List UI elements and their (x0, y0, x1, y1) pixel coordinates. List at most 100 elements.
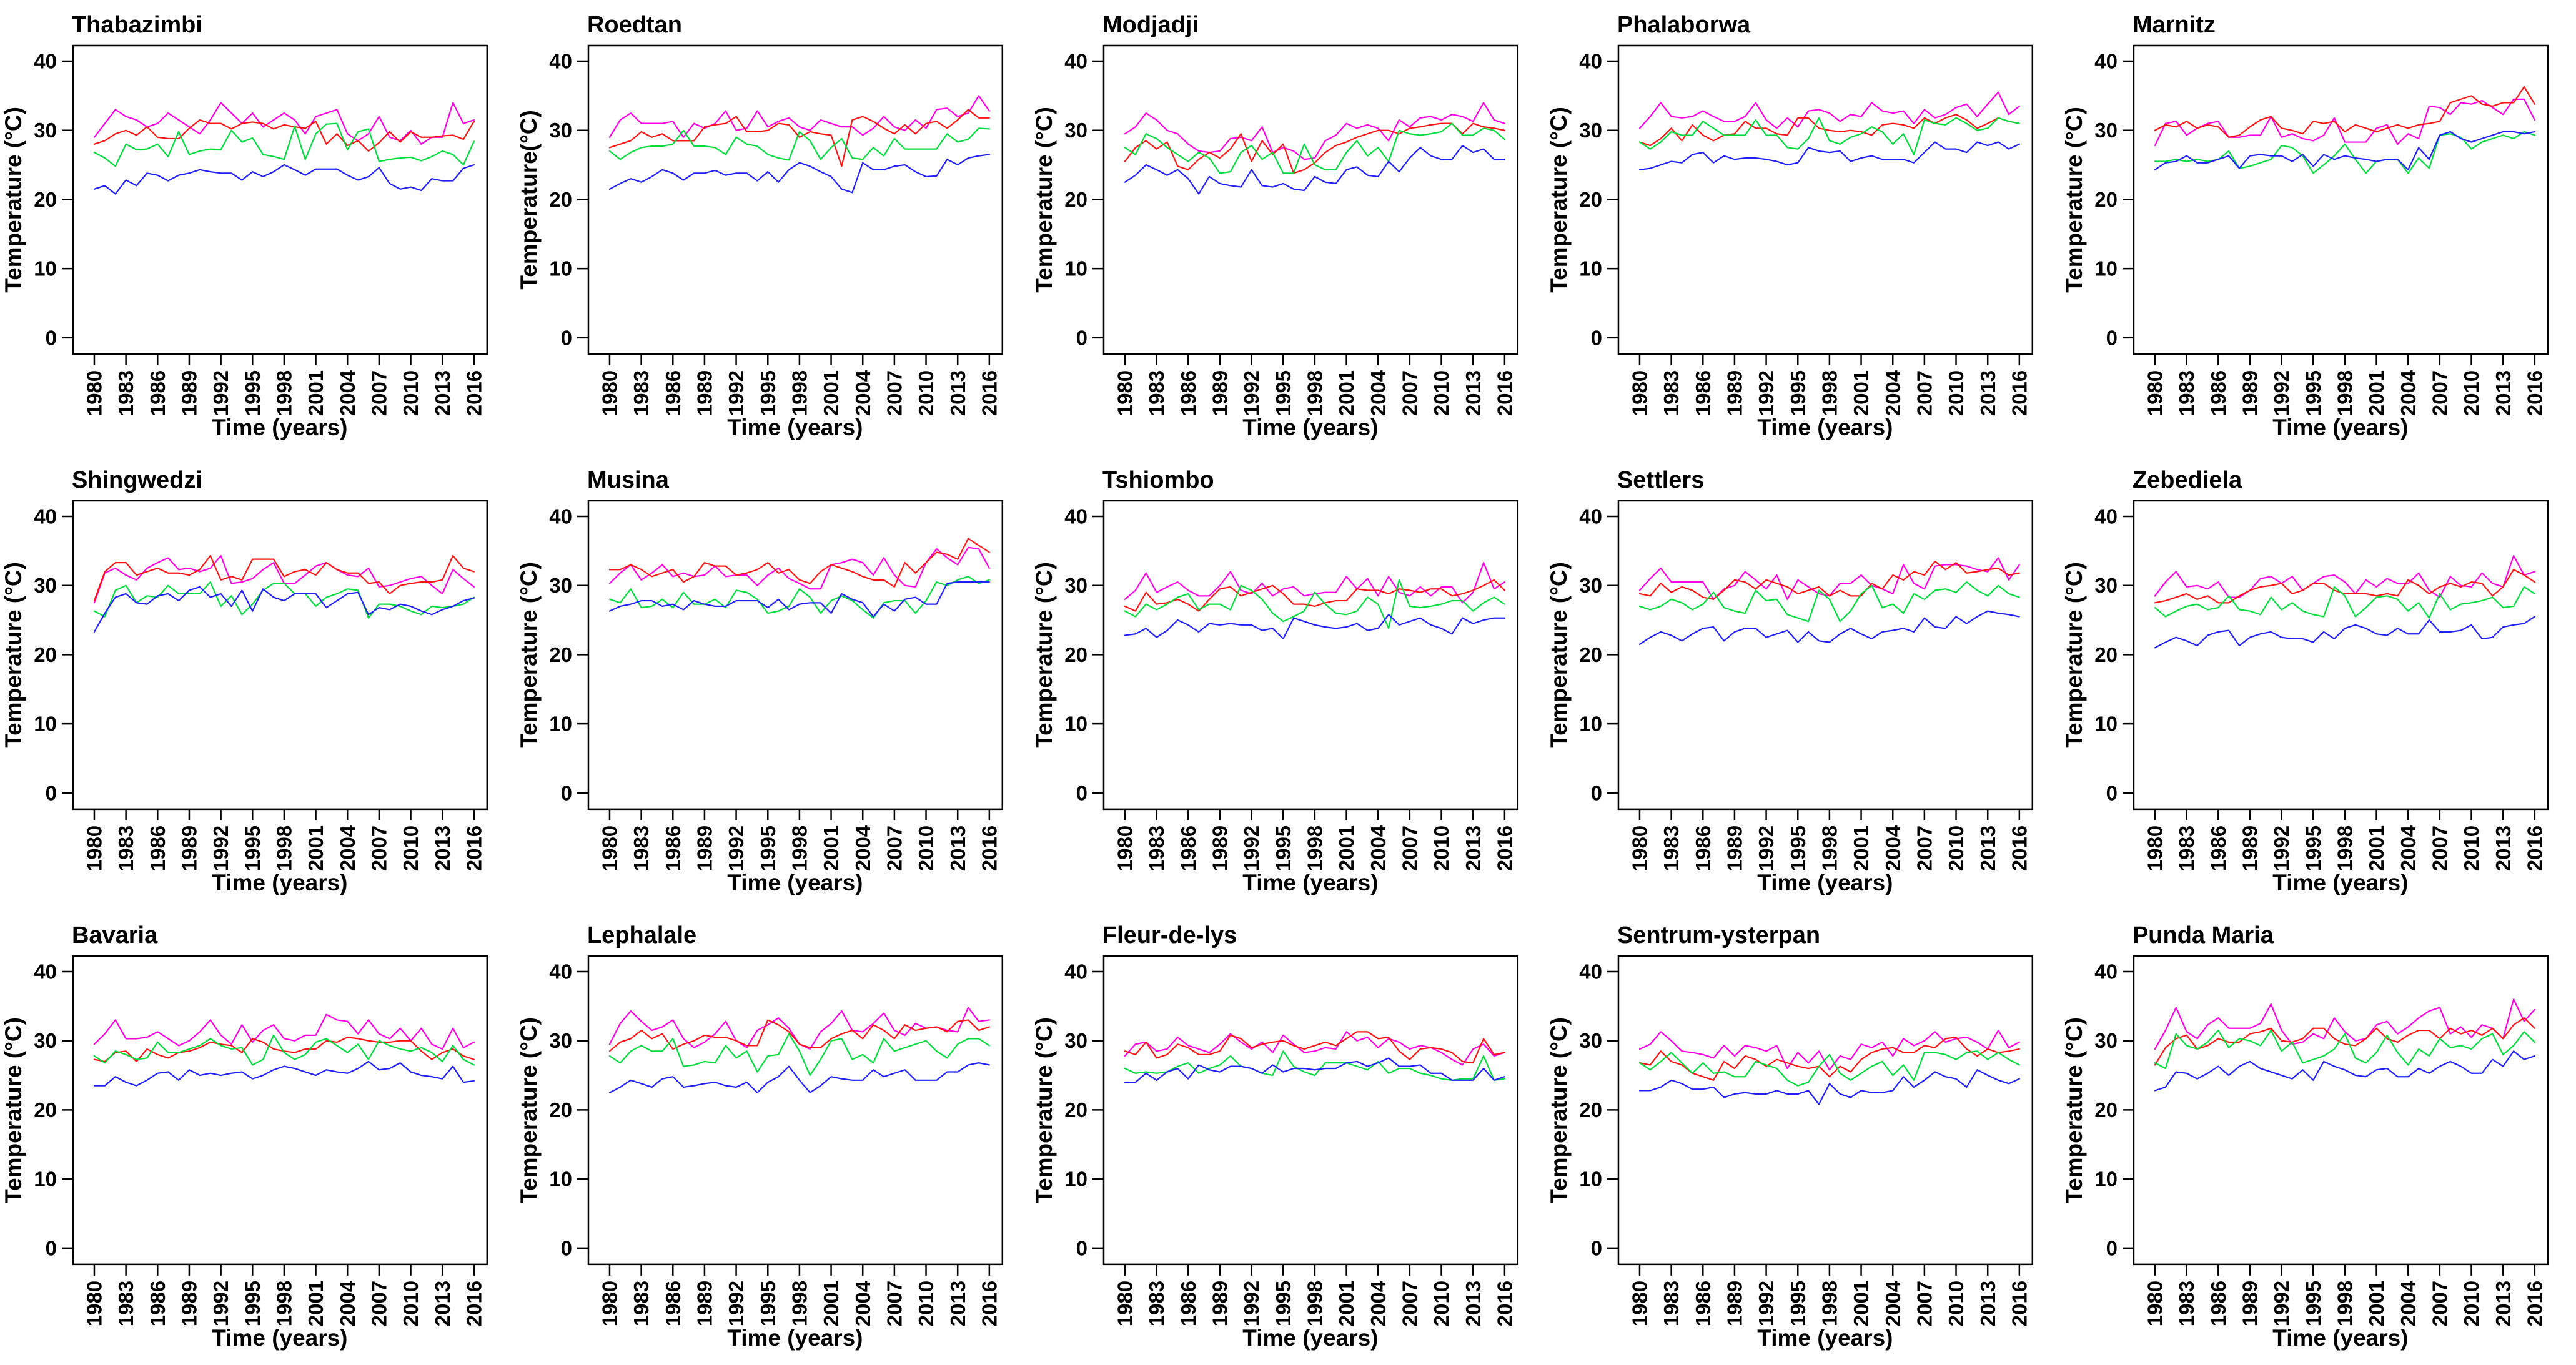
chart-title: Roedtan (587, 12, 682, 38)
x-tick-label: 1992 (1755, 1280, 1778, 1326)
chart-panel-thabazimbi: Thabazimbi Temperature (°C) Time (years)… (0, 0, 515, 455)
x-tick-label: 2001 (820, 1280, 843, 1326)
x-tick-label: 2004 (336, 370, 359, 416)
chart-canvas: Shingwedzi Temperature (°C) Time (years)… (1, 467, 488, 895)
x-tick-label: 1998 (2334, 370, 2357, 416)
x-tick-label: 2010 (914, 825, 938, 871)
x-tick-label: 2010 (1430, 1280, 1453, 1326)
x-tick-label: 1998 (788, 1280, 811, 1326)
x-tick-label: 2001 (1850, 825, 1873, 871)
x-tick-label: 1992 (1240, 825, 1263, 871)
series-line-magenta (1124, 561, 1505, 604)
x-tick-label: 2004 (336, 1280, 359, 1326)
x-tick-label: 1989 (1208, 370, 1231, 416)
plot-area: 0 10 20 30 40 1980 1983 1986 1989 1992 1995 1998 200… (1064, 44, 1518, 416)
y-tick-label: 0 (2106, 781, 2118, 804)
series-line-green (1639, 1050, 2021, 1087)
x-tick-label: 1980 (83, 370, 106, 416)
x-tick-label: 2013 (431, 825, 454, 871)
y-tick-label: 30 (34, 574, 57, 597)
x-tick-label: 1980 (1628, 1280, 1652, 1326)
y-axis-label: Temperature (°C) (1031, 562, 1057, 748)
x-tick-label: 1986 (661, 1280, 685, 1326)
chart-canvas: Roedtan Temperature(°C) Time (years) 0 10… (516, 12, 1003, 440)
series-line-magenta (2154, 98, 2536, 147)
x-axis-label: Time (years) (1242, 1324, 1378, 1350)
chart-canvas: Thabazimbi Temperature (°C) Time (years)… (1, 12, 488, 440)
series-line-green (93, 1034, 475, 1066)
series-line-magenta (1124, 102, 1505, 160)
chart-canvas: Modjadji Temperature (°C) Time (years) 0… (1031, 12, 1518, 440)
chart-panel-punda-maria: Punda Maria Temperature (°C) Time (years… (2061, 910, 2576, 1365)
y-axis-label: Temperature (°C) (2061, 562, 2087, 748)
y-tick-label: 20 (1064, 188, 1087, 211)
x-tick-label: 2013 (1461, 370, 1484, 416)
x-tick-label: 2010 (914, 1280, 938, 1326)
x-tick-label: 1995 (756, 370, 780, 416)
y-axis-label: Temperature (°C) (1031, 107, 1057, 293)
x-axis-label: Time (years) (1758, 1324, 1893, 1350)
x-tick-label: 1989 (2239, 825, 2262, 871)
chart-title: Lephalale (587, 922, 696, 949)
y-tick-label: 20 (1580, 1098, 1603, 1121)
y-tick-label: 0 (560, 1236, 572, 1259)
chart-panel-settlers: Settlers Temperature (°C) Time (years) 0… (1545, 455, 2061, 910)
x-tick-label: 2016 (2008, 825, 2031, 871)
y-axis-label: Temperature (°C) (2061, 107, 2087, 293)
y-tick-label: 30 (549, 119, 572, 142)
y-tick-label: 0 (1591, 781, 1602, 804)
x-tick-label: 2010 (1944, 825, 1968, 871)
x-tick-label: 1980 (1628, 370, 1652, 416)
plot-border (72, 44, 488, 355)
y-axis-label: Temperature (°C) (1, 1017, 26, 1203)
chart-canvas: Tshiombo Temperature (°C) Time (years) 0… (1031, 467, 1518, 895)
chart-title: Phalaborwa (1617, 12, 1751, 38)
x-tick-label: 2016 (1493, 370, 1516, 416)
x-tick-label: 1980 (1113, 1280, 1136, 1326)
y-axis-label: Temperature (°C) (1546, 107, 1572, 293)
y-tick-label: 40 (34, 960, 57, 983)
x-tick-label: 1983 (1660, 825, 1683, 871)
x-tick-label: 2016 (462, 370, 485, 416)
y-tick-label: 30 (2094, 574, 2118, 597)
series-line-red (608, 1018, 990, 1052)
x-tick-label: 1992 (2270, 825, 2293, 871)
x-tick-label: 2010 (399, 370, 422, 416)
y-tick-label: 30 (1064, 574, 1087, 597)
chart-panel-modjadji: Modjadji Temperature (°C) Time (years) 0… (1031, 0, 1546, 455)
series-line-blue (608, 581, 990, 618)
y-tick-label: 40 (34, 50, 57, 73)
chart-panel-sentrum-ysterpan: Sentrum-ysterpan Temperature (°C) Time (… (1545, 910, 2061, 1365)
series-line-red (93, 119, 475, 152)
x-tick-label: 1989 (693, 370, 716, 416)
x-tick-label: 1980 (2144, 825, 2167, 871)
y-axis-label: Temperature (°C) (1031, 1017, 1057, 1203)
x-tick-label: 2001 (820, 370, 843, 416)
x-tick-label: 1995 (241, 1280, 264, 1326)
chart-canvas: Musina Temperature (°C) Time (years) 0 10… (516, 467, 1003, 895)
series-line-red (1639, 114, 2021, 147)
chart-canvas: Marnitz Temperature (°C) Time (years) 0 1… (2061, 12, 2549, 440)
x-tick-label: 1998 (1818, 370, 1841, 416)
y-tick-label: 30 (1064, 1029, 1087, 1052)
series-line-magenta (608, 1007, 990, 1050)
x-tick-label: 2010 (2460, 1280, 2483, 1326)
y-axis-label: Temperature (°C) (516, 562, 542, 748)
x-tick-label: 2013 (1976, 825, 1999, 871)
y-tick-label: 0 (1591, 1236, 1602, 1259)
chart-panel-tshiombo: Tshiombo Temperature (°C) Time (years) 0… (1031, 455, 1546, 910)
chart-panel-zebediela: Zebediela Temperature (°C) Time (years) … (2061, 455, 2576, 910)
x-tick-label: 2004 (1881, 825, 1905, 871)
x-tick-label: 2001 (304, 370, 327, 416)
x-tick-label: 2010 (399, 1280, 422, 1326)
x-tick-label: 2016 (2524, 825, 2547, 871)
x-tick-label: 2016 (978, 825, 1001, 871)
x-axis-label: Time (years) (1242, 870, 1378, 895)
x-tick-label: 2007 (1398, 825, 1421, 871)
x-tick-label: 1989 (1208, 1280, 1231, 1326)
series-line-green (2154, 1029, 2536, 1069)
series-line-magenta (2154, 554, 2536, 598)
x-tick-label: 2007 (1398, 370, 1421, 416)
plot-border (587, 44, 1003, 355)
series-line-blue (1124, 144, 1505, 195)
